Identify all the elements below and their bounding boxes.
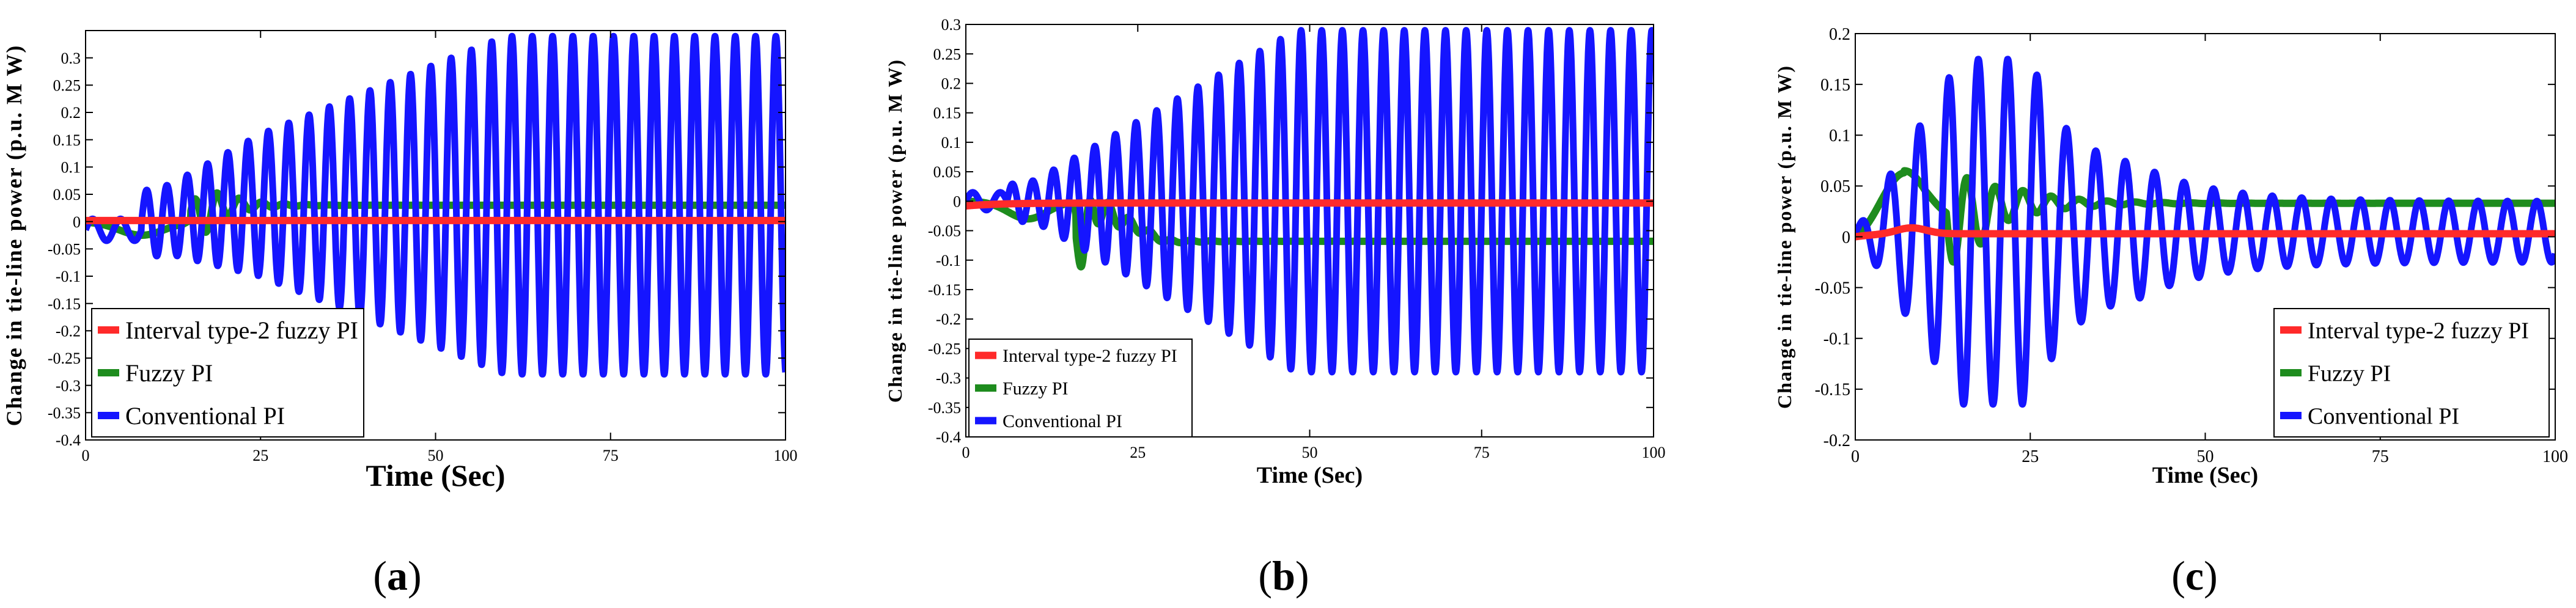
y-tick-label: -0.25 bbox=[928, 340, 961, 357]
series-group bbox=[1855, 56, 2555, 408]
y-tick-label: -0.35 bbox=[48, 404, 81, 422]
y-tick-label: 0.15 bbox=[933, 104, 962, 122]
y-tick-label: 0 bbox=[73, 213, 81, 231]
legend-box bbox=[91, 308, 364, 438]
x-tick-label: 25 bbox=[252, 447, 268, 464]
legend-box bbox=[2273, 308, 2550, 438]
y-tick-label: -0.15 bbox=[1815, 381, 1850, 400]
panel-caption: (c) bbox=[2171, 552, 2218, 599]
y-tick-label: 0.05 bbox=[1820, 177, 1850, 196]
y-tick-label: -0.1 bbox=[56, 268, 81, 285]
series-line-itf2 bbox=[966, 199, 1654, 210]
chart-panel-b: 0 25 50 75 100 -0.4 -0.35 -0.3 -0.25 -0.2 -0.15 -0.… bbox=[884, 16, 1666, 599]
legend-label: Fuzzy PI bbox=[2308, 361, 2391, 386]
y-tick-label: -0.05 bbox=[48, 240, 81, 258]
y-tick-label: 0.3 bbox=[941, 16, 962, 34]
y-tick-label: 0.1 bbox=[61, 158, 81, 176]
panel-caption: (a) bbox=[373, 552, 421, 599]
y-tick-label: 0.05 bbox=[53, 186, 81, 203]
y-tick-label: 0.2 bbox=[941, 75, 962, 93]
x-tick-label: 100 bbox=[2542, 447, 2568, 466]
legend-label: Conventional PI bbox=[2308, 403, 2459, 429]
legend: Interval type-2 fuzzy PI Fuzzy PI Conventi… bbox=[91, 308, 364, 438]
y-tick-label: 0 bbox=[953, 192, 961, 210]
y-tick-label: -0.15 bbox=[928, 281, 961, 299]
y-tick-label: -0.2 bbox=[1823, 431, 1850, 450]
series-line-conv bbox=[966, 27, 1654, 376]
y-tick-label: -0.4 bbox=[936, 428, 961, 446]
chart-panel-c: 0 25 50 75 100 -0.2 -0.15 -0.1 -0.05 0 0.05 0.1 0.15… bbox=[1773, 25, 2568, 599]
x-tick-label: 0 bbox=[82, 447, 90, 464]
panel-caption: (b) bbox=[1258, 552, 1309, 599]
x-tick-label: 50 bbox=[428, 447, 444, 464]
series-line-conv bbox=[1855, 56, 2555, 408]
series-group bbox=[966, 27, 1654, 376]
x-tick-label: 25 bbox=[1130, 444, 1146, 461]
legend-box bbox=[968, 339, 1193, 438]
y-tick-label: -0.3 bbox=[56, 377, 81, 395]
legend: Interval type-2 fuzzy PI Fuzzy PI Conventi… bbox=[2273, 308, 2550, 438]
x-tick-label: 75 bbox=[1474, 444, 1490, 461]
x-tick-label: 100 bbox=[1642, 444, 1666, 461]
x-axis-label: Time (Sec) bbox=[366, 458, 505, 493]
y-tick-label: -0.4 bbox=[56, 431, 81, 449]
x-tick-label: 25 bbox=[2022, 447, 2039, 466]
y-tick-label: 0.25 bbox=[53, 76, 81, 94]
legend: Interval type-2 fuzzy PI Fuzzy PI Conventi… bbox=[968, 339, 1193, 438]
legend-label: Conventional PI bbox=[125, 402, 285, 430]
x-axis-label: Time (Sec) bbox=[1257, 463, 1363, 488]
y-tick-label: -0.1 bbox=[936, 252, 961, 269]
x-tick-label: 50 bbox=[1302, 444, 1318, 461]
series-line-itf2 bbox=[1855, 224, 2555, 241]
y-axis-label: Change in tie-line power (p.u. M W) bbox=[2, 45, 26, 427]
y-tick-label: 0.15 bbox=[1820, 76, 1850, 95]
legend-label: Fuzzy PI bbox=[1003, 379, 1069, 399]
y-tick-label: 0.2 bbox=[1829, 25, 1850, 44]
x-axis-label: Time (Sec) bbox=[2152, 463, 2258, 488]
y-tick-label: 0.25 bbox=[933, 45, 962, 63]
legend-label: Interval type-2 fuzzy PI bbox=[2308, 318, 2529, 343]
y-tick-label: 0 bbox=[1842, 228, 1850, 247]
y-tick-label: 0.1 bbox=[941, 134, 962, 152]
y-tick-label: -0.1 bbox=[1823, 330, 1850, 349]
y-tick-label: -0.15 bbox=[48, 295, 81, 313]
x-tick-label: 0 bbox=[1851, 447, 1860, 466]
y-tick-label: -0.2 bbox=[56, 322, 81, 340]
legend-label: Fuzzy PI bbox=[125, 359, 213, 387]
x-tick-label: 75 bbox=[2372, 447, 2389, 466]
y-tick-label: -0.3 bbox=[936, 370, 961, 387]
y-tick-label: 0.3 bbox=[61, 49, 81, 67]
y-tick-label: -0.35 bbox=[928, 399, 961, 417]
x-tick-label: 100 bbox=[774, 447, 798, 464]
y-tick-label: -0.05 bbox=[928, 222, 961, 240]
legend-label: Interval type-2 fuzzy PI bbox=[1003, 346, 1177, 366]
y-tick-label: -0.05 bbox=[1815, 279, 1850, 298]
y-tick-label: 0.2 bbox=[61, 104, 81, 122]
series-group bbox=[86, 32, 786, 378]
legend-label: Interval type-2 fuzzy PI bbox=[125, 317, 358, 344]
x-tick-label: 75 bbox=[603, 447, 619, 464]
legend-label: Conventional PI bbox=[1003, 411, 1122, 431]
y-axis-label: Change in tie-line power (p.u. M W) bbox=[1773, 65, 1795, 409]
y-tick-label: -0.2 bbox=[936, 310, 961, 328]
x-tick-label: 50 bbox=[2197, 447, 2214, 466]
y-tick-label: -0.25 bbox=[48, 350, 81, 367]
x-tick-label: 0 bbox=[962, 444, 970, 461]
y-tick-label: 0.15 bbox=[53, 131, 81, 149]
y-axis-label: Change in tie-line power (p.u. M W) bbox=[884, 59, 906, 403]
y-tick-label: 0.05 bbox=[933, 163, 962, 181]
chart-panel-a: 0 25 50 75 100 -0.4 -0.35 -0.3 -0.25 -0.2 -0.15 -0.… bbox=[2, 30, 798, 599]
y-tick-label: 0.1 bbox=[1829, 126, 1850, 145]
